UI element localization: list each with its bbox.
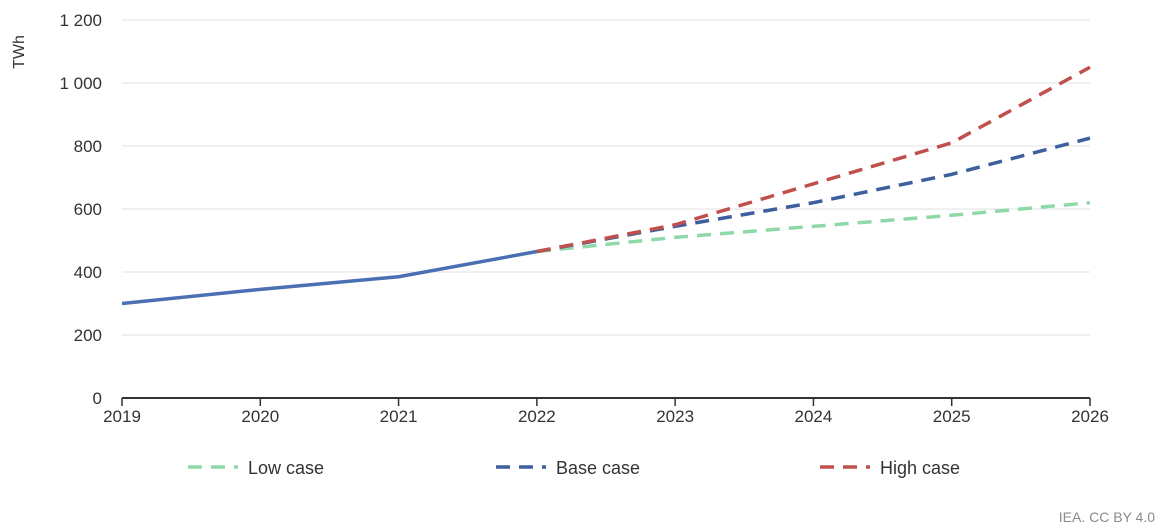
series-lines — [121, 65, 1091, 306]
series-line-high-case — [536, 65, 1091, 254]
x-tick-label: 2026 — [1071, 407, 1109, 426]
y-axis-ticks: 0 200 400 600 800 1 000 1 200 — [59, 11, 102, 408]
x-tick-label: 2024 — [795, 407, 833, 426]
series-line-low-case — [536, 200, 1091, 254]
x-axis-ticks: 2019 2020 2021 2022 2023 2024 2025 2026 — [103, 398, 1109, 426]
gridlines — [122, 19, 1090, 336]
series-line-historical — [121, 249, 538, 306]
legend: Low case Base case High case — [188, 458, 960, 478]
y-tick-label: 0 — [93, 389, 102, 408]
x-tick-label: 2025 — [933, 407, 971, 426]
source-credit: IEA. CC BY 4.0 — [1059, 509, 1155, 525]
x-tick-label: 2022 — [518, 407, 556, 426]
series-line-base-case — [536, 136, 1091, 254]
y-tick-label: 200 — [74, 326, 102, 345]
y-tick-label: 400 — [74, 263, 102, 282]
y-tick-label: 1 000 — [59, 74, 102, 93]
y-axis-label: TWh — [11, 35, 28, 69]
x-tick-label: 2021 — [380, 407, 418, 426]
legend-label: Base case — [556, 458, 640, 478]
legend-label: Low case — [248, 458, 324, 478]
y-tick-label: 600 — [74, 200, 102, 219]
y-tick-label: 1 200 — [59, 11, 102, 30]
x-tick-label: 2019 — [103, 407, 141, 426]
legend-label: High case — [880, 458, 960, 478]
x-tick-label: 2023 — [656, 407, 694, 426]
x-tick-label: 2020 — [241, 407, 279, 426]
y-tick-label: 800 — [74, 137, 102, 156]
